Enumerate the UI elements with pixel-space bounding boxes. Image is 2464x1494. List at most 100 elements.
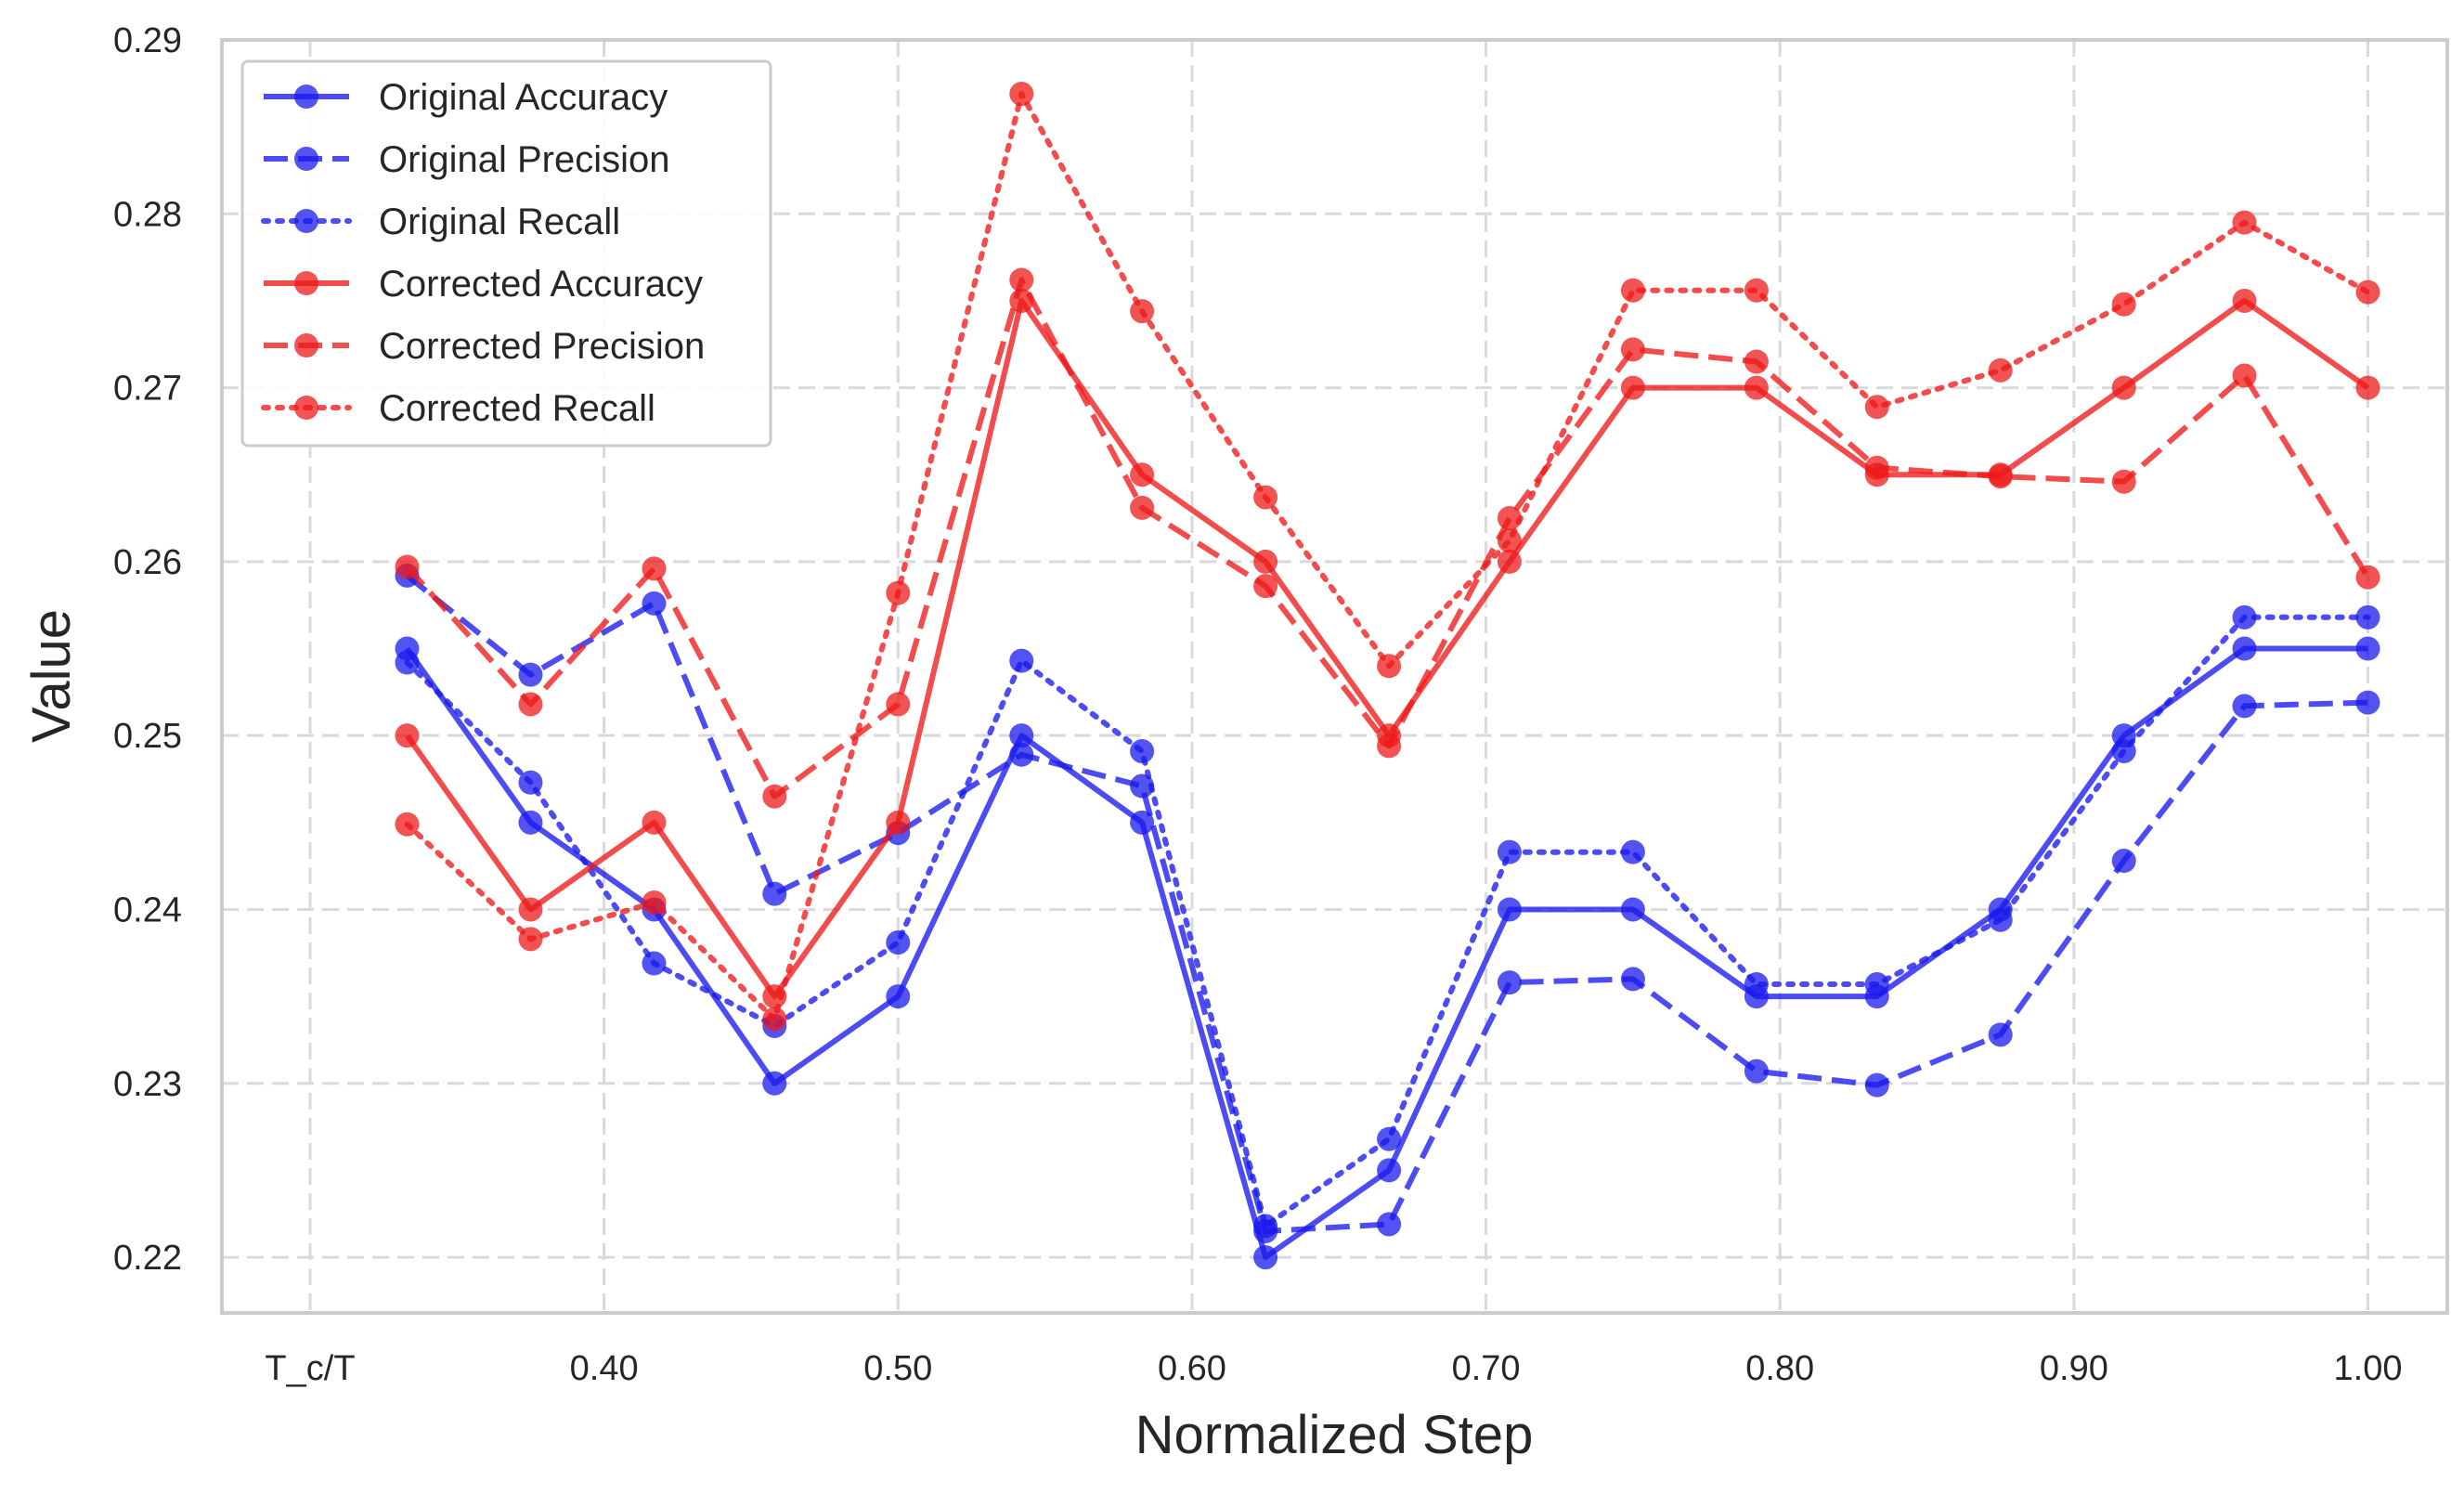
data-point-corrected-precision	[1864, 455, 1889, 480]
data-point-corrected-accuracy	[1497, 549, 1522, 574]
data-point-original-recall	[1130, 739, 1155, 764]
data-point-original-precision	[1130, 773, 1155, 799]
data-point-original-precision	[2355, 690, 2380, 715]
x-tick-label: 0.90	[2040, 1349, 2108, 1388]
legend-label: Original Precision	[379, 139, 669, 180]
data-point-corrected-accuracy	[2355, 375, 2380, 400]
legend-swatch-marker	[294, 333, 318, 357]
data-point-corrected-recall	[1377, 654, 1402, 679]
x-tick-label: 0.40	[570, 1349, 639, 1388]
legend-box	[240, 59, 772, 448]
data-point-original-accuracy	[1253, 1245, 1278, 1270]
legend-swatch-marker	[294, 396, 318, 420]
y-tick-label: 0.25	[113, 717, 182, 756]
data-point-corrected-accuracy	[642, 810, 667, 835]
data-point-corrected-accuracy	[518, 897, 543, 922]
x-tick-label: 0.80	[1745, 1349, 1814, 1388]
y-tick-label: 0.27	[113, 370, 182, 409]
data-point-original-precision	[518, 662, 543, 687]
data-point-original-recall	[2111, 739, 2136, 764]
legend-label: Corrected Accuracy	[379, 264, 703, 305]
series-original-recall	[395, 604, 2380, 1239]
data-point-corrected-accuracy	[1130, 462, 1155, 487]
data-point-original-precision	[1497, 970, 1522, 995]
data-point-corrected-precision	[1744, 349, 1769, 374]
legend-item-corrected-recall: Corrected Recall	[261, 388, 655, 429]
legend-item-original-precision: Original Precision	[264, 139, 669, 180]
data-point-original-recall	[1620, 839, 1645, 864]
data-point-original-recall	[1009, 648, 1034, 673]
data-point-corrected-precision	[1497, 506, 1522, 531]
data-point-original-precision	[1988, 1022, 2013, 1047]
data-point-original-recall	[1988, 907, 2013, 932]
data-point-corrected-recall	[395, 812, 420, 837]
x-tick-label: T_c/T	[265, 1349, 355, 1388]
tick-labels: T_c/T 0.40 0.50 0.60 0.70 0.80 0.90 1.00 0.22 0.2…	[113, 21, 2402, 1388]
data-point-original-accuracy	[1377, 1158, 1402, 1183]
legend-swatch-marker	[294, 209, 318, 233]
data-point-original-recall	[1497, 839, 1522, 864]
x-tick-label: 0.50	[863, 1349, 932, 1388]
legend-item-original-recall: Original Recall	[261, 201, 620, 242]
data-point-original-recall	[886, 930, 911, 955]
data-point-corrected-recall	[2232, 210, 2257, 235]
data-point-corrected-precision	[1988, 464, 2013, 489]
data-point-original-recall	[395, 650, 420, 675]
data-point-corrected-recall	[1864, 395, 1889, 420]
data-point-corrected-recall	[2355, 279, 2380, 305]
data-point-original-accuracy	[1009, 723, 1034, 748]
data-point-original-precision	[1620, 967, 1645, 992]
data-point-corrected-precision	[1130, 495, 1155, 520]
legend-label: Corrected Recall	[379, 388, 655, 429]
data-point-original-accuracy	[2232, 636, 2257, 661]
data-point-corrected-recall	[1744, 278, 1769, 303]
legend: Original Accuracy Original Precision Origi…	[240, 59, 772, 448]
series-layer	[395, 82, 2380, 1270]
data-point-corrected-recall	[1988, 357, 2013, 383]
data-point-original-recall	[1864, 972, 1889, 997]
data-point-corrected-recall	[762, 1007, 787, 1032]
x-tick-label: 0.70	[1452, 1349, 1521, 1388]
data-point-corrected-recall	[1009, 82, 1034, 107]
y-tick-label: 0.23	[113, 1065, 182, 1104]
series-line-original-precision	[405, 573, 2368, 1234]
legend-item-corrected-accuracy: Corrected Accuracy	[264, 264, 703, 305]
plot-frame	[220, 38, 2449, 1315]
x-tick-label: 1.00	[2334, 1349, 2403, 1388]
data-point-original-accuracy	[1497, 897, 1522, 922]
data-point-corrected-precision	[1009, 267, 1034, 292]
data-point-original-precision	[1009, 742, 1034, 767]
legend-swatch-marker	[294, 147, 318, 171]
y-tick-label: 0.24	[113, 890, 182, 929]
data-point-corrected-recall	[1620, 278, 1645, 303]
data-point-corrected-precision	[1620, 337, 1645, 362]
data-point-corrected-recall	[1497, 528, 1522, 553]
data-point-corrected-recall	[1253, 485, 1278, 510]
data-point-original-recall	[2355, 604, 2380, 630]
data-point-corrected-accuracy	[886, 810, 911, 835]
data-point-corrected-precision	[762, 784, 787, 809]
legend-item-corrected-precision: Corrected Precision	[264, 326, 705, 367]
data-point-corrected-recall	[886, 580, 911, 605]
data-point-original-accuracy	[2355, 636, 2380, 661]
data-point-corrected-precision	[2111, 469, 2136, 494]
data-point-corrected-accuracy	[2111, 375, 2136, 400]
y-tick-label: 0.29	[113, 21, 182, 60]
data-point-original-precision	[1377, 1212, 1402, 1237]
series-original-accuracy	[395, 636, 2380, 1270]
y-tick-label: 0.28	[113, 195, 182, 234]
data-point-original-precision	[642, 591, 667, 616]
data-point-original-recall	[2232, 604, 2257, 630]
data-point-original-accuracy	[762, 1071, 787, 1096]
y-tick-label: 0.26	[113, 543, 182, 582]
data-point-corrected-recall	[1130, 299, 1155, 324]
data-point-corrected-accuracy	[1744, 375, 1769, 400]
data-point-original-precision	[2111, 849, 2136, 874]
data-point-original-accuracy	[518, 810, 543, 835]
data-point-corrected-precision	[642, 556, 667, 581]
series-corrected-precision	[395, 267, 2380, 809]
data-point-corrected-precision	[518, 692, 543, 717]
series-corrected-recall	[395, 82, 2380, 1032]
